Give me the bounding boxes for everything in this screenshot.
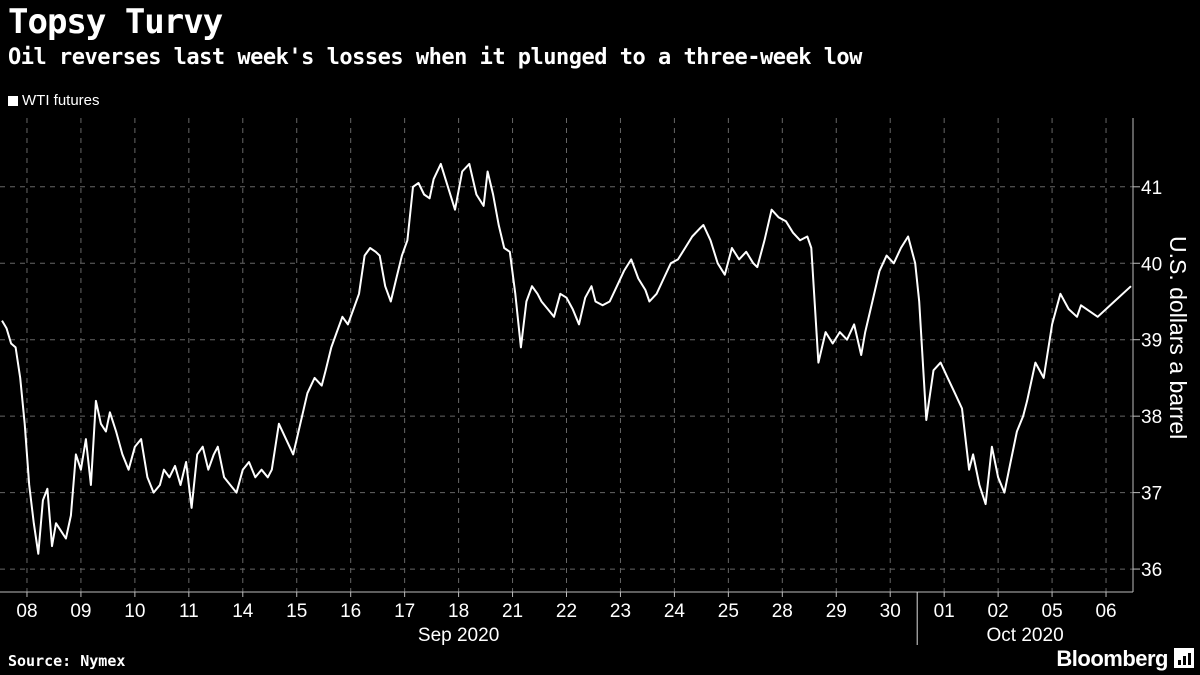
legend: WTI futures xyxy=(8,92,100,109)
y-axis-title: U.S. dollars a barrel xyxy=(1165,236,1191,439)
x-tick-label: 18 xyxy=(448,601,469,622)
x-group-label: Sep 2020 xyxy=(418,625,499,646)
x-tick-label: 30 xyxy=(880,601,901,622)
y-tick-label: 38 xyxy=(1141,407,1162,428)
x-tick-label: 01 xyxy=(934,601,955,622)
y-tick-label: 41 xyxy=(1141,178,1162,199)
x-tick-label: 16 xyxy=(340,601,361,622)
y-tick-label: 39 xyxy=(1141,331,1162,352)
x-tick-label: 08 xyxy=(16,601,37,622)
x-tick-label: 25 xyxy=(718,601,739,622)
y-tick-label: 40 xyxy=(1141,254,1162,275)
brand-logo: Bloomberg xyxy=(1056,646,1168,671)
x-tick-label: 02 xyxy=(988,601,1009,622)
chart-title: Topsy Turvy xyxy=(8,2,223,42)
x-tick-label: 05 xyxy=(1042,601,1063,622)
x-tick-label: 22 xyxy=(556,601,577,622)
x-tick-label: 17 xyxy=(394,601,415,622)
y-tick-label: 36 xyxy=(1141,560,1162,581)
source-note: Source: Nymex xyxy=(8,652,126,670)
legend-label: WTI futures xyxy=(22,92,100,109)
x-tick-label: 29 xyxy=(826,601,847,622)
x-tick-label: 28 xyxy=(772,601,793,622)
chart-subtitle: Oil reverses last week's losses when it … xyxy=(8,45,862,70)
x-tick-label: 21 xyxy=(502,601,523,622)
x-tick-label: 14 xyxy=(232,601,254,622)
x-tick-label: 23 xyxy=(610,601,631,622)
x-tick-label: 06 xyxy=(1095,601,1116,622)
x-tick-label: 09 xyxy=(70,601,91,622)
x-tick-label: 11 xyxy=(179,601,199,622)
x-tick-label: 24 xyxy=(664,601,686,622)
x-tick-label: 15 xyxy=(286,601,307,622)
x-tick-label: 10 xyxy=(124,601,145,622)
legend-swatch xyxy=(8,95,18,106)
x-group-label: Oct 2020 xyxy=(987,625,1064,646)
y-tick-label: 37 xyxy=(1141,484,1162,505)
series-line-wti-futures xyxy=(1,162,1132,555)
bloomberg-terminal-icon xyxy=(1174,648,1194,668)
